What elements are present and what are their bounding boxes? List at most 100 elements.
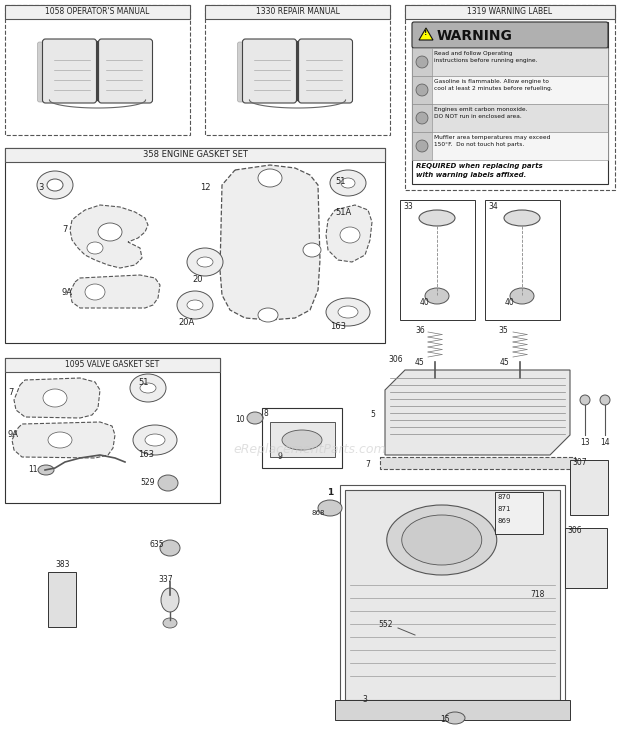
Ellipse shape [163,618,177,628]
Bar [48,572,76,627]
Text: 40: 40 [505,298,515,307]
Polygon shape [12,422,115,458]
Ellipse shape [282,430,322,450]
Text: 163: 163 [138,450,154,459]
FancyBboxPatch shape [298,42,350,102]
Bar [495,492,543,534]
Ellipse shape [402,515,482,565]
Ellipse shape [419,210,455,226]
Text: Muffler area temperatures may exceed
150°F.  Do not touch hot parts.: Muffler area temperatures may exceed 150… [434,135,551,147]
Bar [5,5,190,19]
Ellipse shape [425,376,445,384]
Bar [270,422,335,457]
Ellipse shape [38,465,54,475]
Bar [262,408,342,468]
Text: 34: 34 [488,202,498,211]
Text: 337: 337 [158,575,172,584]
Ellipse shape [258,308,278,322]
Text: 13: 13 [580,438,590,447]
Polygon shape [70,205,148,268]
Polygon shape [14,378,100,418]
Text: Read and follow Operating
instructions before running engine.: Read and follow Operating instructions b… [434,51,538,62]
Text: 306: 306 [388,355,402,364]
Ellipse shape [303,243,321,257]
Bar [335,700,570,720]
Ellipse shape [87,242,103,254]
Ellipse shape [416,140,428,152]
Text: 5: 5 [370,410,375,419]
Ellipse shape [341,178,355,188]
FancyBboxPatch shape [97,42,149,102]
Ellipse shape [85,284,105,300]
Bar [5,5,190,135]
Bar [400,200,475,320]
Ellipse shape [247,412,263,424]
Text: 3: 3 [38,183,43,192]
Bar [340,485,565,705]
Text: 45: 45 [415,358,425,367]
Text: 10: 10 [235,415,245,424]
Text: 9A: 9A [62,288,73,297]
Bar [405,5,615,19]
Ellipse shape [48,432,72,448]
Ellipse shape [140,383,156,393]
Ellipse shape [416,56,428,68]
Text: 871: 871 [497,506,510,512]
Text: 1: 1 [327,488,334,497]
Text: 7: 7 [62,225,68,234]
Ellipse shape [258,169,282,187]
Text: 1319 WARNING LABEL: 1319 WARNING LABEL [467,7,552,16]
Text: 12: 12 [200,183,211,192]
Ellipse shape [338,306,358,318]
Polygon shape [326,205,372,262]
Polygon shape [380,457,575,469]
Bar [412,104,608,132]
Bar [412,104,432,132]
Ellipse shape [187,248,223,276]
Text: 40: 40 [420,298,430,307]
Bar [5,148,385,162]
Text: 51: 51 [335,177,345,186]
Bar [205,5,390,135]
Text: 306: 306 [567,526,582,535]
Ellipse shape [158,475,178,491]
Bar [405,5,615,190]
Bar [565,528,607,588]
Text: 870: 870 [497,494,510,500]
Text: 1330 REPAIR MANUAL: 1330 REPAIR MANUAL [255,7,339,16]
Ellipse shape [330,170,366,196]
FancyBboxPatch shape [43,39,97,103]
Ellipse shape [130,374,166,402]
Ellipse shape [416,84,428,96]
Ellipse shape [43,389,67,407]
FancyBboxPatch shape [412,22,608,48]
Ellipse shape [47,179,63,191]
Text: 14: 14 [600,438,609,447]
Text: 552: 552 [378,620,392,629]
Ellipse shape [510,376,530,384]
Ellipse shape [387,505,497,575]
Bar [412,76,432,104]
Ellipse shape [445,712,465,724]
Bar [412,48,608,76]
Ellipse shape [37,171,73,199]
Text: Engines emit carbon monoxide.
DO NOT run in enclosed area.: Engines emit carbon monoxide. DO NOT run… [434,107,528,118]
Text: REQUIRED when replacing parts
with warning labels affixed.: REQUIRED when replacing parts with warni… [416,163,542,178]
Polygon shape [419,28,433,40]
Text: 7: 7 [8,388,14,397]
Text: 45: 45 [500,358,510,367]
Text: 718: 718 [530,590,544,599]
Bar [5,148,385,343]
Text: 868: 868 [312,510,326,516]
FancyBboxPatch shape [37,42,89,102]
Text: 1058 OPERATOR'S MANUAL: 1058 OPERATOR'S MANUAL [45,7,149,16]
Text: 8: 8 [264,409,268,418]
Text: 20A: 20A [178,318,194,327]
Ellipse shape [326,298,370,326]
Bar [5,358,220,503]
Ellipse shape [510,288,534,304]
Bar [205,5,390,19]
Ellipse shape [425,288,449,304]
Text: 35: 35 [498,326,508,335]
Text: 9: 9 [278,452,283,461]
